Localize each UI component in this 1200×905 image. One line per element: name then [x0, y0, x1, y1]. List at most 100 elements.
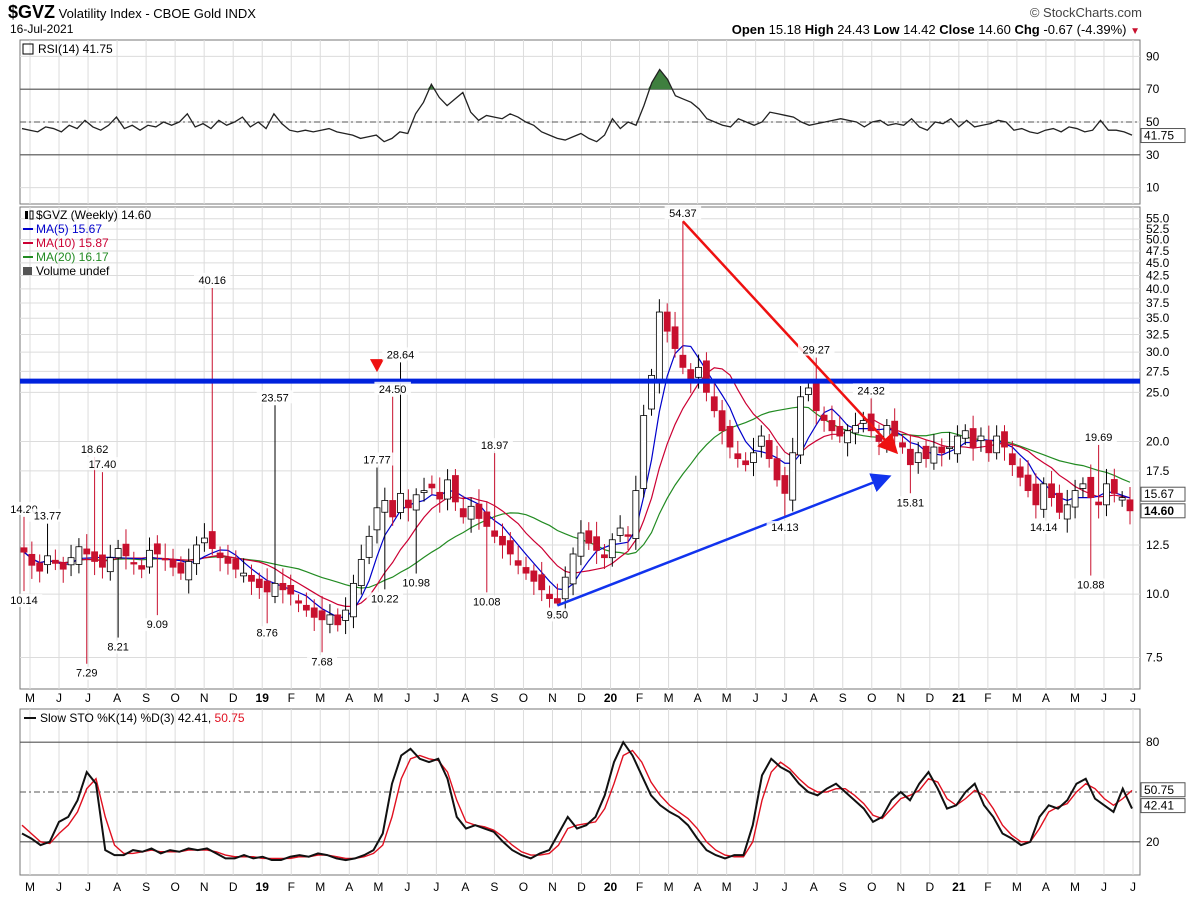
chg-value: -0.67 (-4.39%): [1043, 22, 1127, 37]
low-label-bg: [103, 640, 134, 654]
candle-body: [169, 559, 177, 568]
candle-body: [75, 546, 83, 565]
candle-body: [59, 562, 67, 570]
candle-body: [130, 562, 138, 565]
candle-body: [663, 311, 671, 332]
month-tick-label: A: [810, 880, 818, 894]
candle-body: [993, 435, 1001, 454]
candle-body: [695, 366, 702, 378]
price-legend-entry: MA(20) 16.17: [36, 250, 109, 264]
high-label-bg: [76, 442, 113, 456]
candle-body: [1103, 483, 1110, 506]
sto-d-last-box: [1140, 782, 1186, 798]
month-tick-label: J: [433, 691, 439, 705]
low-label: 10.22: [371, 593, 399, 605]
candle-body: [1079, 483, 1087, 489]
price-tick-label: 27.5: [1146, 364, 1170, 378]
candle-body: [538, 574, 546, 591]
candle-body: [51, 559, 59, 564]
month-tick-label: 21: [952, 880, 966, 894]
security-name: Volatility Index - CBOE Gold: [58, 6, 222, 21]
candle-body: [208, 531, 216, 549]
rsi-overbought-fill: [647, 69, 672, 90]
month-tick-label: M: [1070, 880, 1080, 894]
candle-body: [553, 598, 561, 604]
candle-body: [224, 557, 232, 564]
price-legend-icon: [29, 210, 34, 220]
candle-body: [1016, 466, 1024, 478]
month-tick-label: M: [722, 880, 732, 894]
month-tick-label: S: [490, 691, 498, 705]
rsi-last-value-label: 41.75: [1144, 129, 1174, 143]
chart-title: $GVZ Volatility Index - CBOE Gold INDX: [8, 2, 256, 23]
month-tick-label: F: [984, 880, 991, 894]
rsi-line: [21, 68, 1133, 143]
candle-body: [1032, 483, 1040, 506]
month-tick-label: J: [404, 691, 410, 705]
candle-body: [601, 554, 608, 559]
candle-body: [36, 562, 44, 572]
high-label: 18.97: [481, 440, 509, 452]
month-tick-label: D: [925, 880, 934, 894]
candle-body: [310, 607, 318, 618]
candle-body: [1040, 483, 1048, 510]
candle-body: [687, 369, 695, 380]
month-tick-label: O: [170, 691, 179, 705]
high-label: 19.69: [1085, 432, 1113, 444]
candle-body: [1126, 499, 1134, 512]
high-label-bg: [852, 383, 890, 397]
candle-body: [561, 576, 569, 600]
symbol: $GVZ: [8, 2, 56, 22]
candle-body: [389, 500, 397, 518]
watermark-logo[interactable]: © StockCharts.com: [1029, 5, 1142, 20]
candle-body: [773, 458, 781, 481]
candle-body: [373, 507, 381, 531]
candle-body: [922, 445, 930, 460]
sto-tick-label: 20: [1146, 835, 1160, 849]
price-tick-label: 45.0: [1146, 256, 1170, 270]
month-tick-label: O: [519, 880, 528, 894]
month-tick-label: F: [636, 880, 643, 894]
month-tick-label: J: [1101, 880, 1107, 894]
candle-body: [977, 435, 985, 441]
month-tick-label: D: [229, 880, 238, 894]
candle-body: [1001, 431, 1008, 448]
low-label-bg: [1025, 520, 1062, 534]
candle-body: [271, 582, 279, 597]
high-value: 24.43: [837, 22, 870, 37]
candle-body: [812, 381, 820, 412]
price-tick-label: 50.0: [1146, 233, 1170, 247]
low-label: 7.68: [311, 656, 332, 668]
candle-body: [852, 425, 859, 434]
price-tick-label: 52.5: [1146, 222, 1170, 236]
candle-body: [718, 410, 726, 432]
candle-body: [99, 554, 106, 568]
month-tick-label: A: [694, 880, 702, 894]
month-tick-label: M: [664, 691, 674, 705]
rsi-tick-label: 10: [1146, 181, 1160, 195]
price-legend-icon: [25, 211, 28, 219]
candle-body: [255, 578, 263, 589]
candle-body: [342, 609, 350, 621]
high-label: 17.77: [363, 455, 391, 467]
candle-body: [177, 562, 185, 574]
candle-body: [67, 557, 75, 566]
candle-body: [710, 396, 718, 412]
candle-body: [679, 354, 687, 368]
candle-body: [961, 430, 969, 439]
price-tick-label: 30.0: [1146, 345, 1170, 359]
candle-body: [491, 530, 499, 537]
close-value: 14.60: [978, 22, 1011, 37]
month-tick-label: O: [519, 691, 528, 705]
candle-body: [295, 600, 302, 604]
candle-body: [1024, 474, 1032, 492]
price-tick-label: 35.0: [1146, 311, 1170, 325]
sto-k-last-box: [1140, 798, 1186, 814]
candle-body: [836, 425, 844, 437]
month-tick-label: M: [1012, 880, 1022, 894]
month-tick-label: A: [461, 691, 469, 705]
high-label: 23.57: [261, 392, 289, 404]
high-label-bg: [256, 390, 294, 404]
candle-body: [506, 540, 514, 555]
